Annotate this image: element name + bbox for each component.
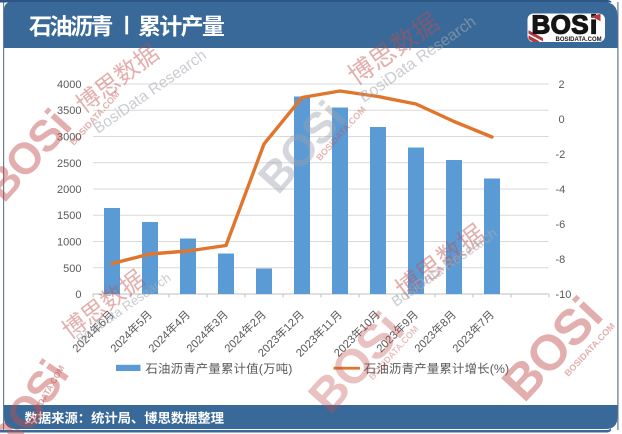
svg-text:2000: 2000 bbox=[57, 184, 81, 196]
svg-text:0: 0 bbox=[75, 289, 81, 301]
svg-text:3500: 3500 bbox=[57, 105, 81, 117]
svg-text:2: 2 bbox=[559, 79, 565, 91]
svg-text:-6: -6 bbox=[556, 219, 566, 231]
svg-text:i: i bbox=[590, 10, 597, 40]
svg-text:2500: 2500 bbox=[57, 158, 81, 170]
svg-text:BOS: BOS bbox=[532, 10, 590, 40]
svg-text:1500: 1500 bbox=[57, 210, 81, 222]
svg-text:500: 500 bbox=[63, 263, 81, 275]
svg-text:-4: -4 bbox=[556, 184, 566, 196]
svg-text:(: ( bbox=[259, 362, 264, 376]
svg-text:(%): (%) bbox=[490, 362, 509, 376]
svg-text:BOSIDATA.COM: BOSIDATA.COM bbox=[556, 37, 602, 43]
svg-text:0: 0 bbox=[559, 114, 565, 126]
svg-text:): ) bbox=[288, 362, 292, 376]
svg-text:4000: 4000 bbox=[57, 79, 81, 91]
svg-text:-2: -2 bbox=[556, 149, 566, 161]
svg-text:3000: 3000 bbox=[57, 132, 81, 144]
svg-text:1000: 1000 bbox=[57, 237, 81, 249]
svg-text:-8: -8 bbox=[556, 254, 566, 266]
svg-text:-10: -10 bbox=[556, 289, 572, 301]
